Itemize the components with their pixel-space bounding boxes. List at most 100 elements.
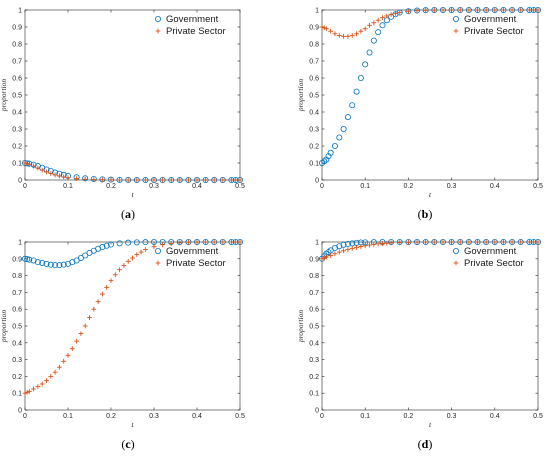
data-point (39, 259, 46, 266)
data-point (431, 239, 437, 245)
panel-caption: (b) (418, 207, 433, 221)
data-point (100, 291, 105, 297)
data-point (108, 278, 114, 284)
data-point (375, 17, 381, 23)
data-point (341, 33, 346, 39)
legend-marker-circle (452, 247, 459, 254)
data-point (202, 176, 209, 183)
data-point (143, 247, 148, 252)
y-tick-label: 0.6 (309, 307, 319, 314)
data-point (116, 176, 123, 183)
data-point (345, 247, 351, 252)
data-point (219, 176, 226, 183)
data-point (439, 7, 446, 13)
data-point (237, 177, 243, 183)
data-point (39, 381, 45, 387)
legend-marker-plus (155, 28, 161, 34)
x-tick-label: 0.2 (106, 413, 116, 420)
y-axis-label: proportion (296, 310, 305, 343)
panel-caption: (c) (121, 437, 134, 451)
data-point (354, 244, 359, 250)
x-axis-label: t (429, 420, 432, 429)
data-point (52, 262, 59, 269)
data-point (375, 241, 381, 247)
y-tick-label: 0.9 (309, 25, 319, 32)
data-point (60, 261, 67, 268)
data-point (457, 7, 463, 13)
data-point (34, 259, 41, 266)
data-point (61, 174, 67, 180)
data-point (65, 175, 71, 181)
data-point (431, 7, 437, 13)
y-tick-label: 0.6 (12, 76, 22, 83)
y-tick-label: 0.3 (12, 127, 22, 134)
y-tick-label: 0 (18, 408, 22, 415)
data-point (518, 7, 524, 13)
data-point (349, 33, 355, 38)
data-point (31, 386, 36, 392)
y-tick-label: 0.7 (309, 290, 319, 297)
y-tick-label: 0.1 (12, 161, 22, 168)
data-point (466, 239, 472, 245)
legend-marker-circle (154, 15, 161, 22)
data-point (73, 257, 80, 264)
data-point (340, 126, 347, 133)
data-point (177, 177, 183, 183)
data-point (362, 243, 368, 249)
legend-marker-plus (155, 260, 161, 266)
data-point (327, 149, 334, 156)
data-point (44, 378, 49, 383)
x-tick-label: 0.5 (235, 413, 245, 420)
y-tick-label: 0.2 (309, 374, 319, 381)
data-point (353, 88, 360, 95)
data-point (125, 258, 131, 264)
data-point (371, 241, 377, 247)
data-point (44, 169, 49, 175)
data-point (465, 7, 472, 13)
data-point (121, 263, 127, 268)
y-tick-label: 0.4 (12, 340, 22, 347)
data-point (406, 239, 411, 245)
data-point (345, 33, 351, 39)
y-tick-label: 0.8 (12, 42, 22, 49)
data-point (35, 165, 41, 171)
legend-marker-plus (453, 260, 459, 266)
y-tick-label: 0 (315, 178, 319, 185)
data-point (35, 384, 41, 389)
data-point (406, 8, 411, 14)
data-point (362, 61, 369, 68)
data-point (24, 161, 30, 167)
plot-frame (321, 9, 539, 181)
data-point (134, 177, 140, 183)
data-point (104, 284, 110, 290)
data-point (414, 8, 420, 14)
data-point (501, 239, 506, 245)
data-point (176, 176, 183, 183)
data-point (414, 238, 421, 245)
data-point (202, 238, 209, 245)
y-tick-label: 0.5 (12, 324, 22, 331)
data-point (219, 238, 226, 245)
data-point (509, 7, 515, 13)
data-point (457, 238, 464, 245)
data-point (134, 252, 140, 257)
data-point (336, 243, 343, 250)
panel-caption: (a) (121, 207, 135, 221)
data-point (159, 176, 166, 183)
data-point (483, 238, 490, 245)
data-point (22, 390, 28, 396)
data-point (380, 241, 385, 246)
data-point (344, 241, 351, 248)
y-tick-label: 0.8 (309, 273, 319, 280)
y-tick-label: 0.2 (309, 144, 319, 151)
y-axis-label: proportion (296, 79, 305, 112)
data-point (321, 255, 327, 261)
data-point (466, 7, 472, 13)
data-point (116, 240, 123, 247)
data-point (483, 7, 490, 13)
data-point (203, 239, 208, 245)
legend-entry: Private Sector (464, 258, 524, 269)
legend-entry: Government (464, 14, 517, 25)
